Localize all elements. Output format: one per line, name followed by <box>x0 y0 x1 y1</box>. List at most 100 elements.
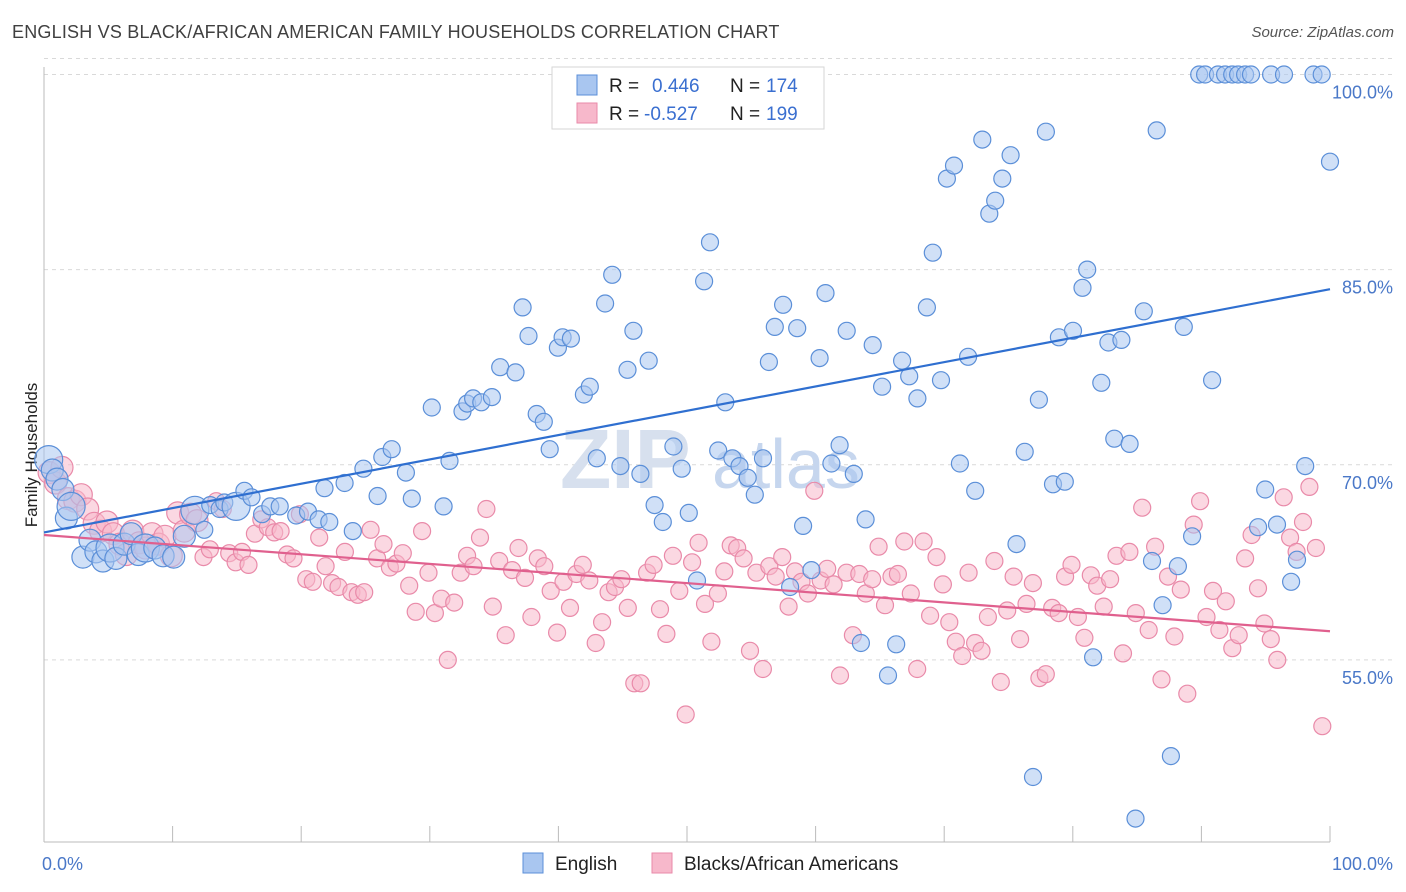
english-point <box>1274 65 1294 84</box>
black-point <box>1120 542 1139 562</box>
english-point <box>540 440 559 459</box>
legend-r-label-black: R = <box>609 104 639 125</box>
english-point <box>944 156 964 175</box>
black-point <box>1248 579 1268 598</box>
english-point <box>1105 429 1124 448</box>
english-point <box>738 468 757 487</box>
english-point <box>851 633 871 653</box>
english-point <box>1063 321 1083 340</box>
black-point <box>1293 512 1313 532</box>
english-point <box>923 243 942 262</box>
english-point <box>382 440 401 459</box>
bottom-legend: English Blacks/African Americans <box>522 852 898 875</box>
black-point <box>1165 627 1184 646</box>
black-point <box>1075 628 1094 647</box>
black-point <box>959 563 978 582</box>
black-point <box>888 564 908 584</box>
black-point <box>927 547 946 567</box>
english-point <box>908 389 927 408</box>
black-point <box>522 607 541 627</box>
legend-swatch-black <box>576 102 598 124</box>
black-point <box>663 546 683 565</box>
english-point <box>172 524 196 548</box>
black-point <box>908 659 927 679</box>
black-point <box>200 540 219 559</box>
black-point <box>1203 581 1223 601</box>
english-point <box>892 351 912 370</box>
black-point <box>689 533 708 552</box>
legend-n-label-english: N = <box>730 76 760 97</box>
english-point <box>603 265 622 284</box>
black-point <box>998 601 1017 620</box>
black-point <box>1306 538 1326 558</box>
english-point <box>1073 278 1092 297</box>
black-point <box>496 626 515 645</box>
english-point <box>1036 122 1056 141</box>
legend-n-label-black: N = <box>730 104 760 125</box>
black-point <box>1049 603 1068 623</box>
y-tick-label: 55.0% <box>1342 668 1393 688</box>
black-point <box>1139 620 1158 640</box>
english-point <box>491 358 510 377</box>
bottom-legend-swatch-black <box>651 852 673 874</box>
black-point <box>1094 597 1113 616</box>
english-point <box>1015 442 1034 461</box>
black-point <box>271 521 290 541</box>
black-point <box>953 646 972 666</box>
black-point <box>818 559 837 578</box>
black-point <box>695 594 715 614</box>
black-point <box>560 598 580 618</box>
english-point <box>830 436 849 455</box>
english-point <box>973 130 992 149</box>
black-point <box>978 607 998 627</box>
black-point <box>631 674 650 693</box>
english-point <box>1320 152 1340 171</box>
bottom-legend-swatch-english <box>522 852 544 874</box>
black-point <box>644 555 663 575</box>
black-point <box>1171 580 1190 599</box>
y-tick-label: 85.0% <box>1342 278 1393 298</box>
english-point <box>950 454 970 473</box>
black-point <box>470 528 490 547</box>
english-point <box>1241 65 1261 84</box>
english-point <box>1083 648 1103 667</box>
black-point <box>1133 498 1152 517</box>
english-point <box>993 169 1012 188</box>
english-point <box>595 294 615 313</box>
black-point <box>303 572 322 591</box>
english-point <box>1092 373 1111 392</box>
english-point <box>810 349 829 368</box>
bottom-legend-english: English <box>555 854 617 875</box>
english-point <box>645 496 664 515</box>
black-point <box>657 624 676 644</box>
black-point <box>618 598 637 618</box>
english-point <box>856 510 875 529</box>
black-point <box>1178 684 1197 703</box>
english-point <box>195 520 214 539</box>
black-point <box>547 623 567 642</box>
english-point <box>482 388 501 407</box>
english-point <box>1078 260 1097 279</box>
english-point <box>872 377 892 396</box>
english-point <box>368 486 387 506</box>
black-point <box>1010 629 1030 649</box>
english-point <box>1112 330 1131 349</box>
black-point <box>1300 477 1319 496</box>
black-point <box>1126 603 1145 623</box>
english-point <box>1029 390 1049 409</box>
black-point <box>702 632 721 651</box>
black-point <box>766 567 785 586</box>
black-point <box>920 606 940 625</box>
black-point <box>1023 573 1043 593</box>
series-english-points <box>34 65 1340 828</box>
english-point <box>506 363 525 382</box>
black-point <box>805 481 824 500</box>
black-point <box>1313 717 1332 736</box>
english-point <box>1202 371 1222 390</box>
english-point <box>793 516 813 536</box>
english-point <box>653 512 672 532</box>
english-point <box>837 321 856 340</box>
english-point <box>519 326 538 346</box>
black-point <box>1216 592 1235 611</box>
black-point <box>863 570 882 589</box>
